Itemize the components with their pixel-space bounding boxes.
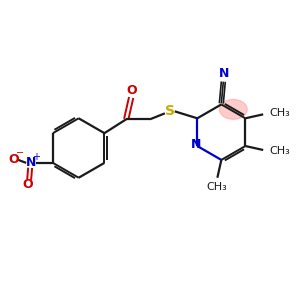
Text: −: − xyxy=(16,148,24,158)
Text: N: N xyxy=(191,138,202,151)
Text: S: S xyxy=(165,104,175,118)
Text: O: O xyxy=(8,153,19,167)
Text: O: O xyxy=(127,84,137,97)
Text: CH₃: CH₃ xyxy=(206,182,227,192)
Text: CH₃: CH₃ xyxy=(269,108,290,118)
Ellipse shape xyxy=(220,100,247,119)
Text: O: O xyxy=(23,178,34,191)
Text: N: N xyxy=(219,67,230,80)
Text: CH₃: CH₃ xyxy=(269,146,290,156)
Text: +: + xyxy=(32,152,40,162)
Text: N: N xyxy=(26,156,36,170)
